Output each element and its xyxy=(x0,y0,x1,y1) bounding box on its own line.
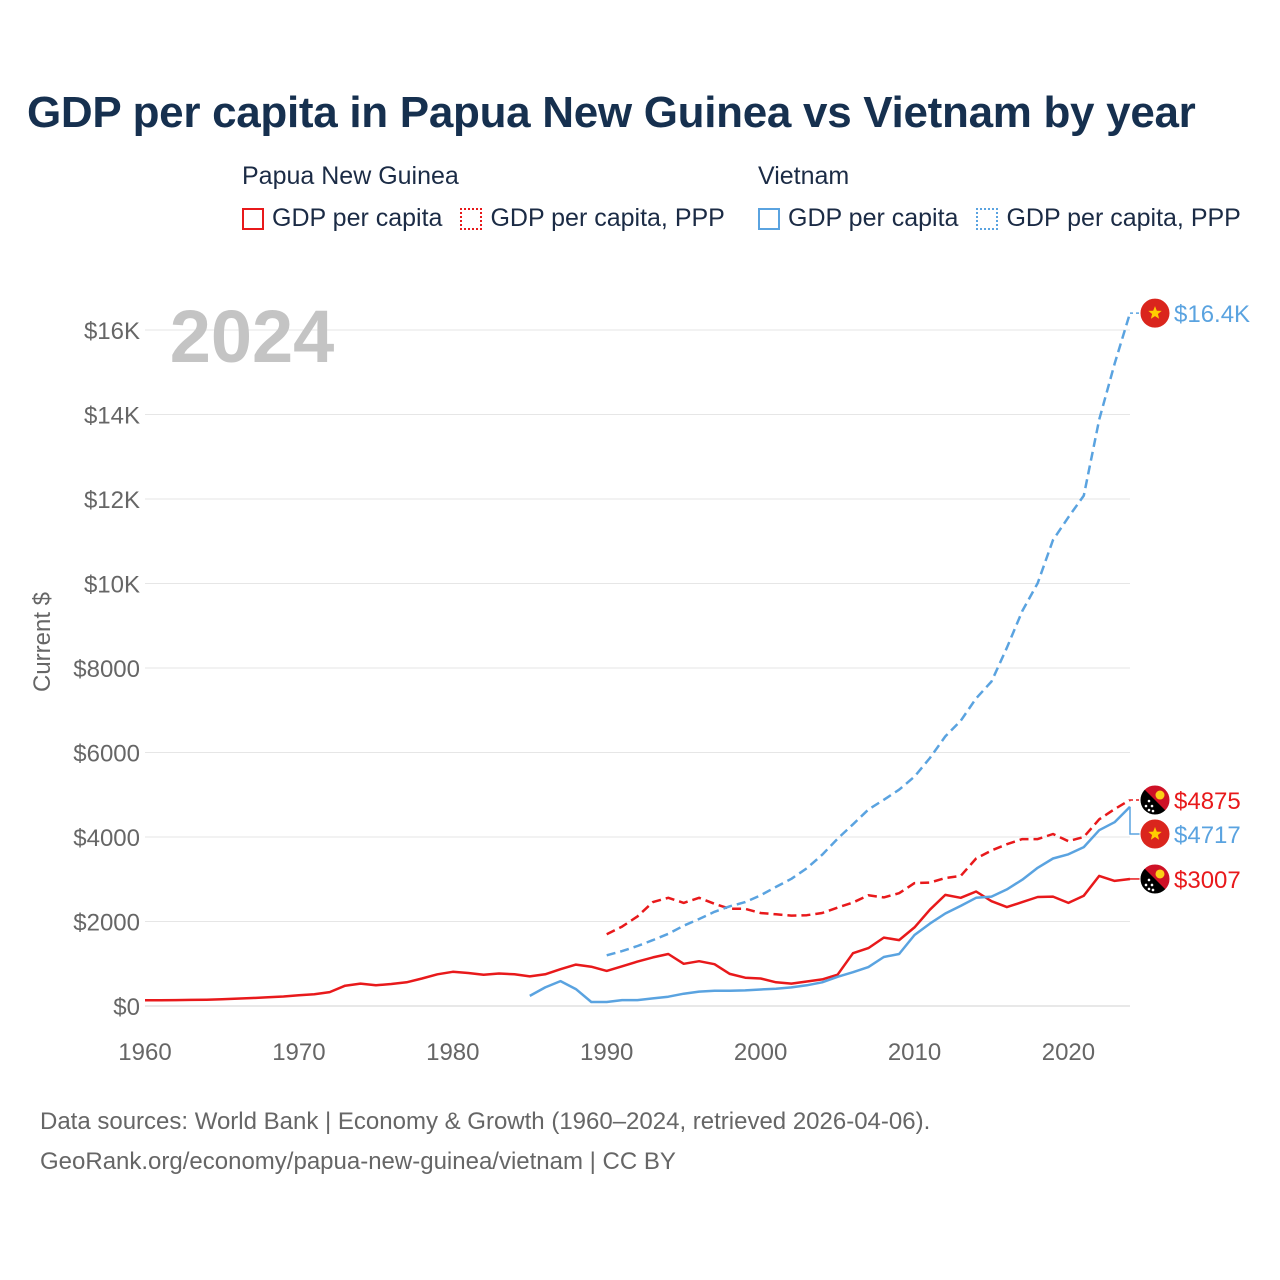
y-axis-label: Current $ xyxy=(29,592,56,692)
footer-attribution: GeoRank.org/economy/papua-new-guinea/vie… xyxy=(40,1148,676,1175)
legend-swatch-solid xyxy=(242,207,264,230)
flag-bird xyxy=(1155,869,1165,879)
legend-item-vn-gdp[interactable]: GDP per capita xyxy=(758,204,958,233)
legend-label: GDP per capita, PPP xyxy=(1006,204,1241,232)
flag-star xyxy=(1148,306,1162,319)
y-tick-label: $16K xyxy=(84,318,140,345)
x-tick-label: 2020 xyxy=(1042,1039,1095,1066)
legend-label: GDP per capita xyxy=(788,204,959,232)
series-line-png-ppp xyxy=(606,798,1131,936)
papua-new-guinea-flag-icon xyxy=(1139,863,1171,895)
x-tick-label: 1960 xyxy=(118,1039,171,1066)
legend-swatch-dotted xyxy=(976,207,999,230)
chart-title: GDP per capita in Papua New Guinea vs Vi… xyxy=(27,88,1196,137)
flag-star xyxy=(1150,804,1154,808)
flag-star xyxy=(1147,878,1151,882)
legend-item-png-gdp[interactable]: GDP per capita xyxy=(242,204,442,233)
y-tick-label: $4000 xyxy=(73,825,140,852)
flag-star xyxy=(1147,808,1151,812)
legend-group-png: Papua New Guinea GDP per capita GDP per … xyxy=(242,162,743,233)
legend-group-name: Papua New Guinea xyxy=(242,162,459,190)
end-value-label: $4875 xyxy=(1174,788,1241,815)
flag-star xyxy=(1147,887,1151,891)
y-tick-label: $8000 xyxy=(73,656,140,683)
footer-sources: Data sources: World Bank | Economy & Gro… xyxy=(40,1108,931,1135)
flag-bird xyxy=(1155,790,1165,800)
legend-label: GDP per capita xyxy=(272,204,443,232)
legend-group-name: Vietnam xyxy=(758,162,850,190)
y-tick-label: $2000 xyxy=(73,910,140,937)
flag-star xyxy=(1144,804,1148,808)
x-axis-ticks: 1960 1970 1980 1990 2000 2010 2020 xyxy=(118,1039,1095,1066)
grid xyxy=(145,329,1130,1007)
x-tick-label: 1980 xyxy=(426,1039,479,1066)
y-tick-label: $10K xyxy=(84,572,140,599)
end-value-label: $4717 xyxy=(1174,822,1241,849)
y-tick-label: $14K xyxy=(84,403,140,430)
flag-star xyxy=(1144,883,1148,887)
legend-swatch-solid xyxy=(758,207,780,230)
y-tick-label: $0 xyxy=(113,994,140,1021)
series-line-vn-gdp xyxy=(529,805,1131,1004)
vietnam-flag-icon xyxy=(1139,297,1171,329)
legend-label: GDP per capita, PPP xyxy=(490,204,725,232)
y-tick-label: $12K xyxy=(84,487,140,514)
legend-group-vn: Vietnam GDP per capita GDP per capita, P… xyxy=(758,162,1259,233)
x-tick-label: 1970 xyxy=(272,1039,325,1066)
legend-item-vn-ppp[interactable]: GDP per capita, PPP xyxy=(976,204,1241,233)
flag-star xyxy=(1147,799,1151,803)
flag-star xyxy=(1150,883,1154,887)
legend-swatch-dotted xyxy=(460,207,483,230)
end-value-label: $3007 xyxy=(1174,867,1241,894)
papua-new-guinea-flag-icon xyxy=(1139,784,1171,816)
end-connector xyxy=(1129,806,1140,835)
vietnam-flag-icon xyxy=(1139,818,1171,850)
x-tick-label: 2010 xyxy=(888,1039,941,1066)
series-line-png-gdp xyxy=(144,874,1131,1002)
legend-item-png-ppp[interactable]: GDP per capita, PPP xyxy=(460,204,725,233)
series xyxy=(144,312,1132,1004)
series-line-vn-ppp xyxy=(606,312,1132,957)
end-value-label: $16.4K xyxy=(1174,301,1250,328)
flag-star xyxy=(1148,827,1162,840)
x-tick-label: 1990 xyxy=(580,1039,633,1066)
end-labels: $16.4K $4875 $4717 $3007 xyxy=(1129,297,1250,895)
flag-rim xyxy=(1139,818,1171,850)
flag-rim xyxy=(1139,297,1171,329)
y-tick-label: $6000 xyxy=(73,741,140,768)
x-tick-label: 2000 xyxy=(734,1039,787,1066)
flag-star xyxy=(1151,809,1155,813)
year-label: 2024 xyxy=(170,295,335,378)
flag-rim xyxy=(1139,863,1171,895)
flag-star xyxy=(1151,888,1155,892)
y-axis-ticks: $0 $2000 $4000 $6000 $8000 $10K $12K $14K $16K xyxy=(73,318,140,1021)
flag-rim xyxy=(1139,784,1171,816)
